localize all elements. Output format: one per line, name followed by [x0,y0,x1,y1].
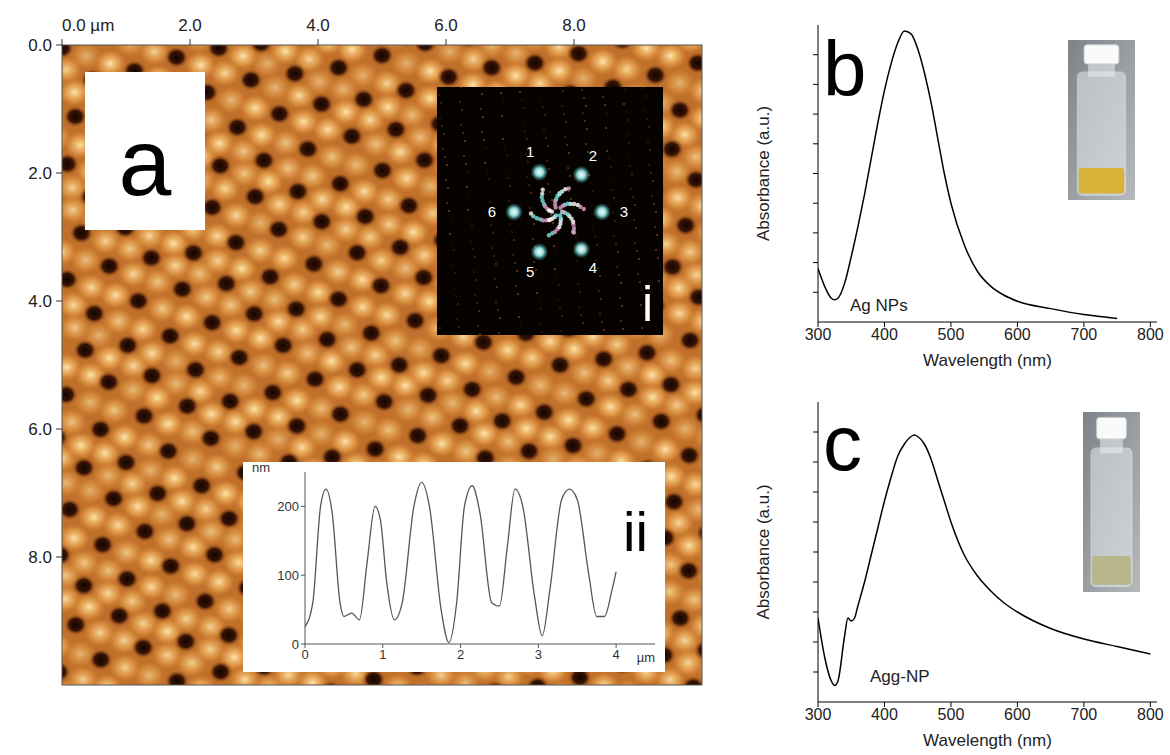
svg-text:400: 400 [871,326,898,343]
svg-text:6.0: 6.0 [434,16,458,35]
svg-text:300: 300 [805,706,832,723]
svg-text:6.0: 6.0 [28,420,52,439]
html-text:b: b [823,25,867,113]
svg-text:500: 500 [938,706,965,723]
html-text:nm: nm [252,460,271,475]
svg-text:2.0: 2.0 [178,16,202,35]
svg-text:6: 6 [488,203,496,220]
svg-text:800: 800 [1137,326,1164,343]
svg-text:200: 200 [277,499,299,514]
html-text:Agg-NP: Agg-NP [870,667,930,686]
svg-text:0: 0 [292,637,299,652]
svg-text:a: a [119,109,172,215]
svg-text:Absorbance (a.u.): Absorbance (a.u.) [755,484,773,619]
svg-text:1: 1 [379,647,386,662]
svg-text:600: 600 [1004,326,1031,343]
svg-text:Wavelength (nm): Wavelength (nm) [923,731,1052,750]
svg-text:2.0: 2.0 [28,164,52,183]
svg-text:500: 500 [938,326,965,343]
html-text:µm: µm [636,650,655,665]
svg-text:700: 700 [1071,326,1098,343]
svg-text:400: 400 [871,706,898,723]
svg-text:8.0: 8.0 [562,16,586,35]
svg-text:1: 1 [526,143,534,160]
svg-text:3: 3 [620,203,628,220]
svg-text:600: 600 [1004,706,1031,723]
svg-text:8.0: 8.0 [28,548,52,567]
svg-text:5: 5 [526,263,534,280]
html-text:ii: ii [623,500,648,563]
html-text:Ag NPs: Ag NPs [850,296,908,315]
html-text:c: c [823,399,862,487]
svg-text:2: 2 [457,647,464,662]
svg-text:Wavelength (nm): Wavelength (nm) [923,351,1052,370]
svg-text:800: 800 [1137,706,1164,723]
svg-text:4.0: 4.0 [306,16,330,35]
svg-text:300: 300 [805,326,832,343]
svg-text:2: 2 [589,147,597,164]
svg-text:700: 700 [1071,706,1098,723]
svg-text:4: 4 [589,259,597,276]
svg-text:i: i [642,276,653,332]
svg-text:4.0: 4.0 [28,292,52,311]
svg-text:0.0: 0.0 [28,36,52,55]
svg-text:Absorbance (a.u.): Absorbance (a.u.) [755,106,773,241]
svg-text:4: 4 [612,647,619,662]
svg-text:3: 3 [535,647,542,662]
svg-text:0: 0 [301,647,308,662]
svg-text:100: 100 [277,568,299,583]
svg-text:0.0 µm: 0.0 µm [62,16,114,35]
